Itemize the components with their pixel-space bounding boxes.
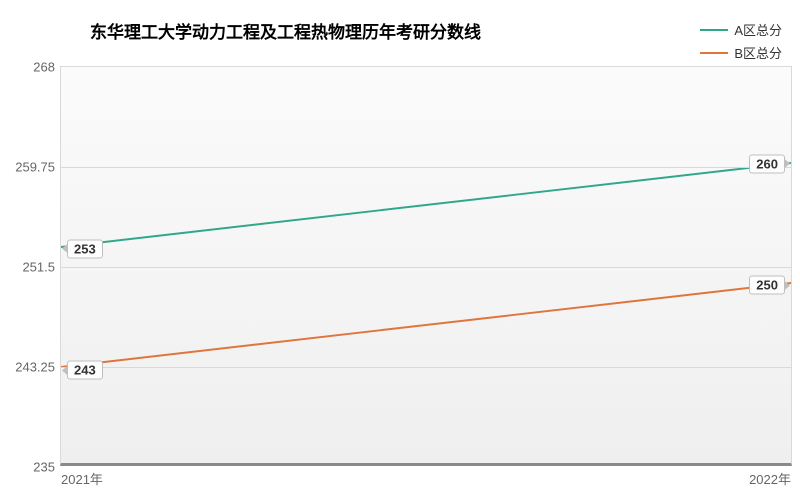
series-line (61, 283, 791, 367)
gridline (61, 367, 791, 368)
data-label: 260 (749, 154, 785, 173)
legend-swatch-b (700, 52, 728, 54)
chart-title: 东华理工大学动力工程及工程热物理历年考研分数线 (90, 18, 481, 43)
legend: A区总分 B区总分 (700, 20, 782, 66)
legend-item-b: B区总分 (700, 43, 782, 62)
y-tick-label: 243.25 (15, 360, 55, 375)
data-label: 243 (67, 361, 103, 380)
series-line (61, 163, 791, 247)
y-tick-label: 268 (33, 60, 55, 75)
gridline (61, 167, 791, 168)
chart-lines-svg (61, 67, 791, 463)
x-tick-label: 2021年 (61, 469, 103, 488)
x-tick-label: 2022年 (749, 469, 791, 488)
y-tick-label: 259.75 (15, 160, 55, 175)
gridline (61, 267, 791, 268)
chart-container: 东华理工大学动力工程及工程热物理历年考研分数线 A区总分 B区总分 235 243… (0, 0, 800, 500)
legend-label-a: A区总分 (734, 20, 782, 39)
legend-item-a: A区总分 (700, 20, 782, 39)
y-tick-label: 235 (33, 460, 55, 475)
plot-area: 235243.25251.5259.752682021年2022年2532602… (60, 66, 792, 466)
legend-label-b: B区总分 (734, 43, 782, 62)
data-label: 253 (67, 239, 103, 258)
data-label: 250 (749, 276, 785, 295)
y-tick-label: 251.5 (22, 260, 55, 275)
legend-swatch-a (700, 29, 728, 31)
